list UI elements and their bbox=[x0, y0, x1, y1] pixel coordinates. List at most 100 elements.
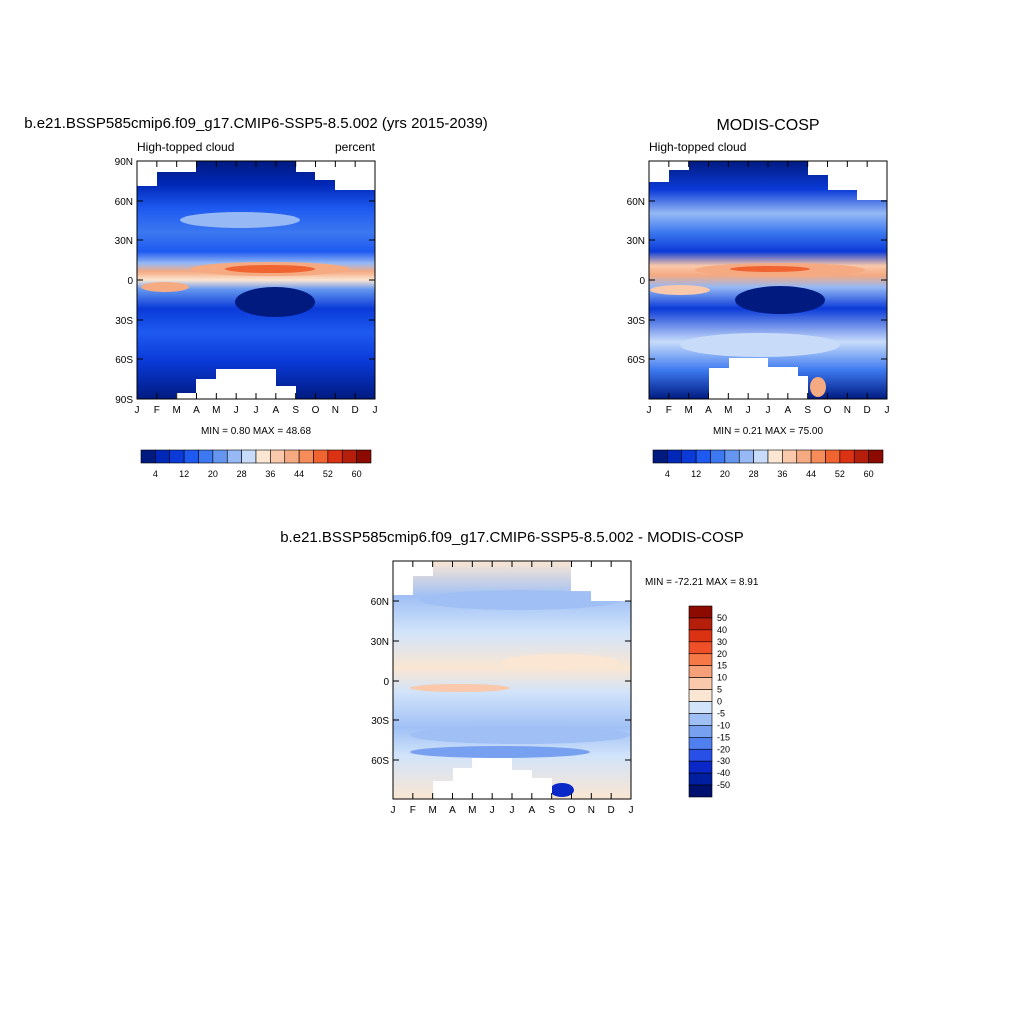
colorbar-swatch bbox=[767, 449, 783, 464]
x-tick-label: J bbox=[510, 805, 515, 816]
x-tick-label: N bbox=[332, 405, 339, 416]
colorbar-swatch bbox=[688, 677, 713, 690]
colorbar-label: 20 bbox=[208, 469, 218, 479]
y-tick-label: 30S bbox=[627, 316, 645, 327]
x-tick-label: F bbox=[154, 405, 160, 416]
colorbar-swatch bbox=[226, 449, 242, 464]
colorbar-label: 4 bbox=[153, 469, 158, 479]
colorbar-swatch bbox=[753, 449, 769, 464]
colorbar-swatch bbox=[710, 449, 726, 464]
panel2-warm-spot bbox=[810, 377, 826, 397]
y-tick-label: 30S bbox=[371, 716, 389, 727]
panel3-blue-south bbox=[410, 726, 630, 744]
colorbar-swatch bbox=[169, 449, 185, 464]
panel3-warm-tropics bbox=[500, 654, 620, 670]
colorbar-swatch bbox=[327, 449, 343, 464]
colorbar-swatch bbox=[688, 737, 713, 750]
x-tick-label: A bbox=[272, 405, 279, 416]
x-tick-label: D bbox=[864, 405, 871, 416]
colorbar-swatch bbox=[688, 629, 713, 643]
x-tick-label: J bbox=[391, 805, 396, 816]
panel2-missing-north-east bbox=[808, 161, 887, 200]
colorbar-swatch bbox=[695, 449, 711, 464]
panel2-field bbox=[648, 160, 888, 400]
colorbar-swatch bbox=[688, 760, 713, 774]
panel2-warm-west bbox=[650, 285, 710, 295]
colorbar-label: 12 bbox=[179, 469, 189, 479]
panel1-missing-south bbox=[196, 369, 296, 399]
panel1-missing-south-west bbox=[176, 393, 196, 399]
colorbar-label: 5 bbox=[717, 685, 722, 695]
x-tick-label: O bbox=[824, 405, 832, 416]
y-tick-label: 0 bbox=[383, 677, 389, 688]
x-tick-label: J bbox=[647, 405, 652, 416]
x-tick-label: J bbox=[254, 405, 259, 416]
panel1-warm-west bbox=[141, 282, 189, 292]
colorbar-swatch bbox=[868, 449, 884, 464]
x-tick-label: A bbox=[193, 405, 200, 416]
panel3-blue-north bbox=[420, 590, 620, 610]
y-tick-label: 60S bbox=[115, 355, 133, 366]
colorbar-swatch bbox=[796, 449, 812, 464]
panel1-right-label: percent bbox=[335, 140, 376, 154]
x-tick-label: M bbox=[724, 405, 732, 416]
x-tick-label: N bbox=[588, 805, 595, 816]
colorbar-swatch bbox=[688, 713, 713, 726]
panel2-title: MODIS-COSP bbox=[716, 117, 819, 134]
x-tick-label: J bbox=[135, 405, 140, 416]
x-tick-label: O bbox=[312, 405, 320, 416]
panel3-title: b.e21.BSSP585cmip6.f09_g17.CMIP6-SSP5-8.… bbox=[280, 529, 744, 546]
colorbar-label: 36 bbox=[777, 469, 787, 479]
panel2-missing-south bbox=[709, 358, 808, 399]
panel3-y-axis: 60N 30N 0 30S 60S bbox=[371, 597, 631, 767]
panel3-missing-north-east bbox=[571, 561, 631, 601]
colorbar-swatch bbox=[724, 449, 740, 464]
x-tick-label: J bbox=[490, 805, 495, 816]
colorbar-label: -50 bbox=[717, 780, 730, 790]
y-tick-label: 90N bbox=[115, 157, 133, 168]
colorbar-swatch bbox=[825, 449, 841, 464]
colorbar-swatch bbox=[681, 449, 697, 464]
colorbar-label: 28 bbox=[749, 469, 759, 479]
colorbar-label: 60 bbox=[352, 469, 362, 479]
x-tick-label: A bbox=[705, 405, 712, 416]
colorbar-swatch bbox=[810, 449, 826, 464]
colorbar-swatch bbox=[688, 725, 713, 738]
panel2-missing-north bbox=[649, 161, 689, 195]
colorbar-swatch bbox=[667, 449, 683, 464]
colorbar-label: -10 bbox=[717, 720, 730, 730]
colorbar-swatch bbox=[688, 784, 713, 798]
colorbar-label: 40 bbox=[717, 625, 727, 635]
panel2-warm-core bbox=[730, 266, 810, 272]
colorbar-label: 12 bbox=[691, 469, 701, 479]
colorbar-swatch bbox=[341, 449, 357, 464]
x-tick-label: J bbox=[885, 405, 890, 416]
panel2-stats: MIN = 0.21 MAX = 75.00 bbox=[713, 426, 823, 437]
panel3-field bbox=[392, 560, 632, 800]
panel2-light-south bbox=[680, 333, 840, 357]
colorbar-swatch bbox=[155, 449, 171, 464]
x-tick-label: J bbox=[373, 405, 378, 416]
colorbar-swatch bbox=[688, 772, 713, 786]
colorbar-label: 52 bbox=[835, 469, 845, 479]
y-tick-label: 0 bbox=[127, 276, 133, 287]
y-tick-label: 30S bbox=[115, 316, 133, 327]
panel1-dark-core bbox=[235, 287, 315, 317]
panel3-stats: MIN = -72.21 MAX = 8.91 bbox=[645, 577, 759, 588]
x-tick-label: M bbox=[684, 405, 692, 416]
panel1-stats: MIN = 0.80 MAX = 48.68 bbox=[201, 426, 311, 437]
colorbar-label: -15 bbox=[717, 732, 730, 742]
colorbar-label: 60 bbox=[864, 469, 874, 479]
x-tick-label: M bbox=[428, 805, 436, 816]
colorbar-label: 36 bbox=[265, 469, 275, 479]
x-tick-label: J bbox=[234, 405, 239, 416]
panel1-missing-north bbox=[137, 161, 196, 186]
panel1-field bbox=[136, 160, 376, 400]
colorbar-swatch bbox=[652, 449, 668, 464]
colorbar-label: 4 bbox=[665, 469, 670, 479]
colorbar-label: 52 bbox=[323, 469, 333, 479]
colorbar-swatch bbox=[284, 449, 300, 464]
colorbar-label: 15 bbox=[717, 661, 727, 671]
